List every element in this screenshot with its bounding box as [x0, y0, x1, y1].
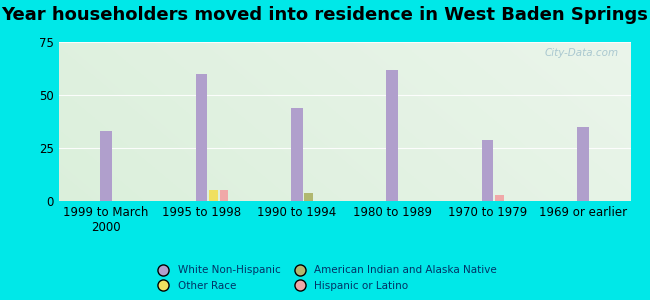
Text: Year householders moved into residence in West Baden Springs: Year householders moved into residence i… [1, 6, 649, 24]
Bar [220, 190, 228, 201]
Bar [577, 127, 588, 201]
Bar [482, 140, 493, 201]
Legend: White Non-Hispanic, Other Race, American Indian and Alaska Native, Hispanic or L: White Non-Hispanic, Other Race, American… [149, 261, 501, 295]
Bar [387, 70, 398, 201]
Bar [209, 190, 218, 201]
Bar [291, 108, 302, 201]
Bar [196, 74, 207, 201]
Bar [304, 193, 313, 201]
Bar [101, 131, 112, 201]
Bar [495, 195, 504, 201]
Text: City-Data.com: City-Data.com [545, 48, 619, 59]
